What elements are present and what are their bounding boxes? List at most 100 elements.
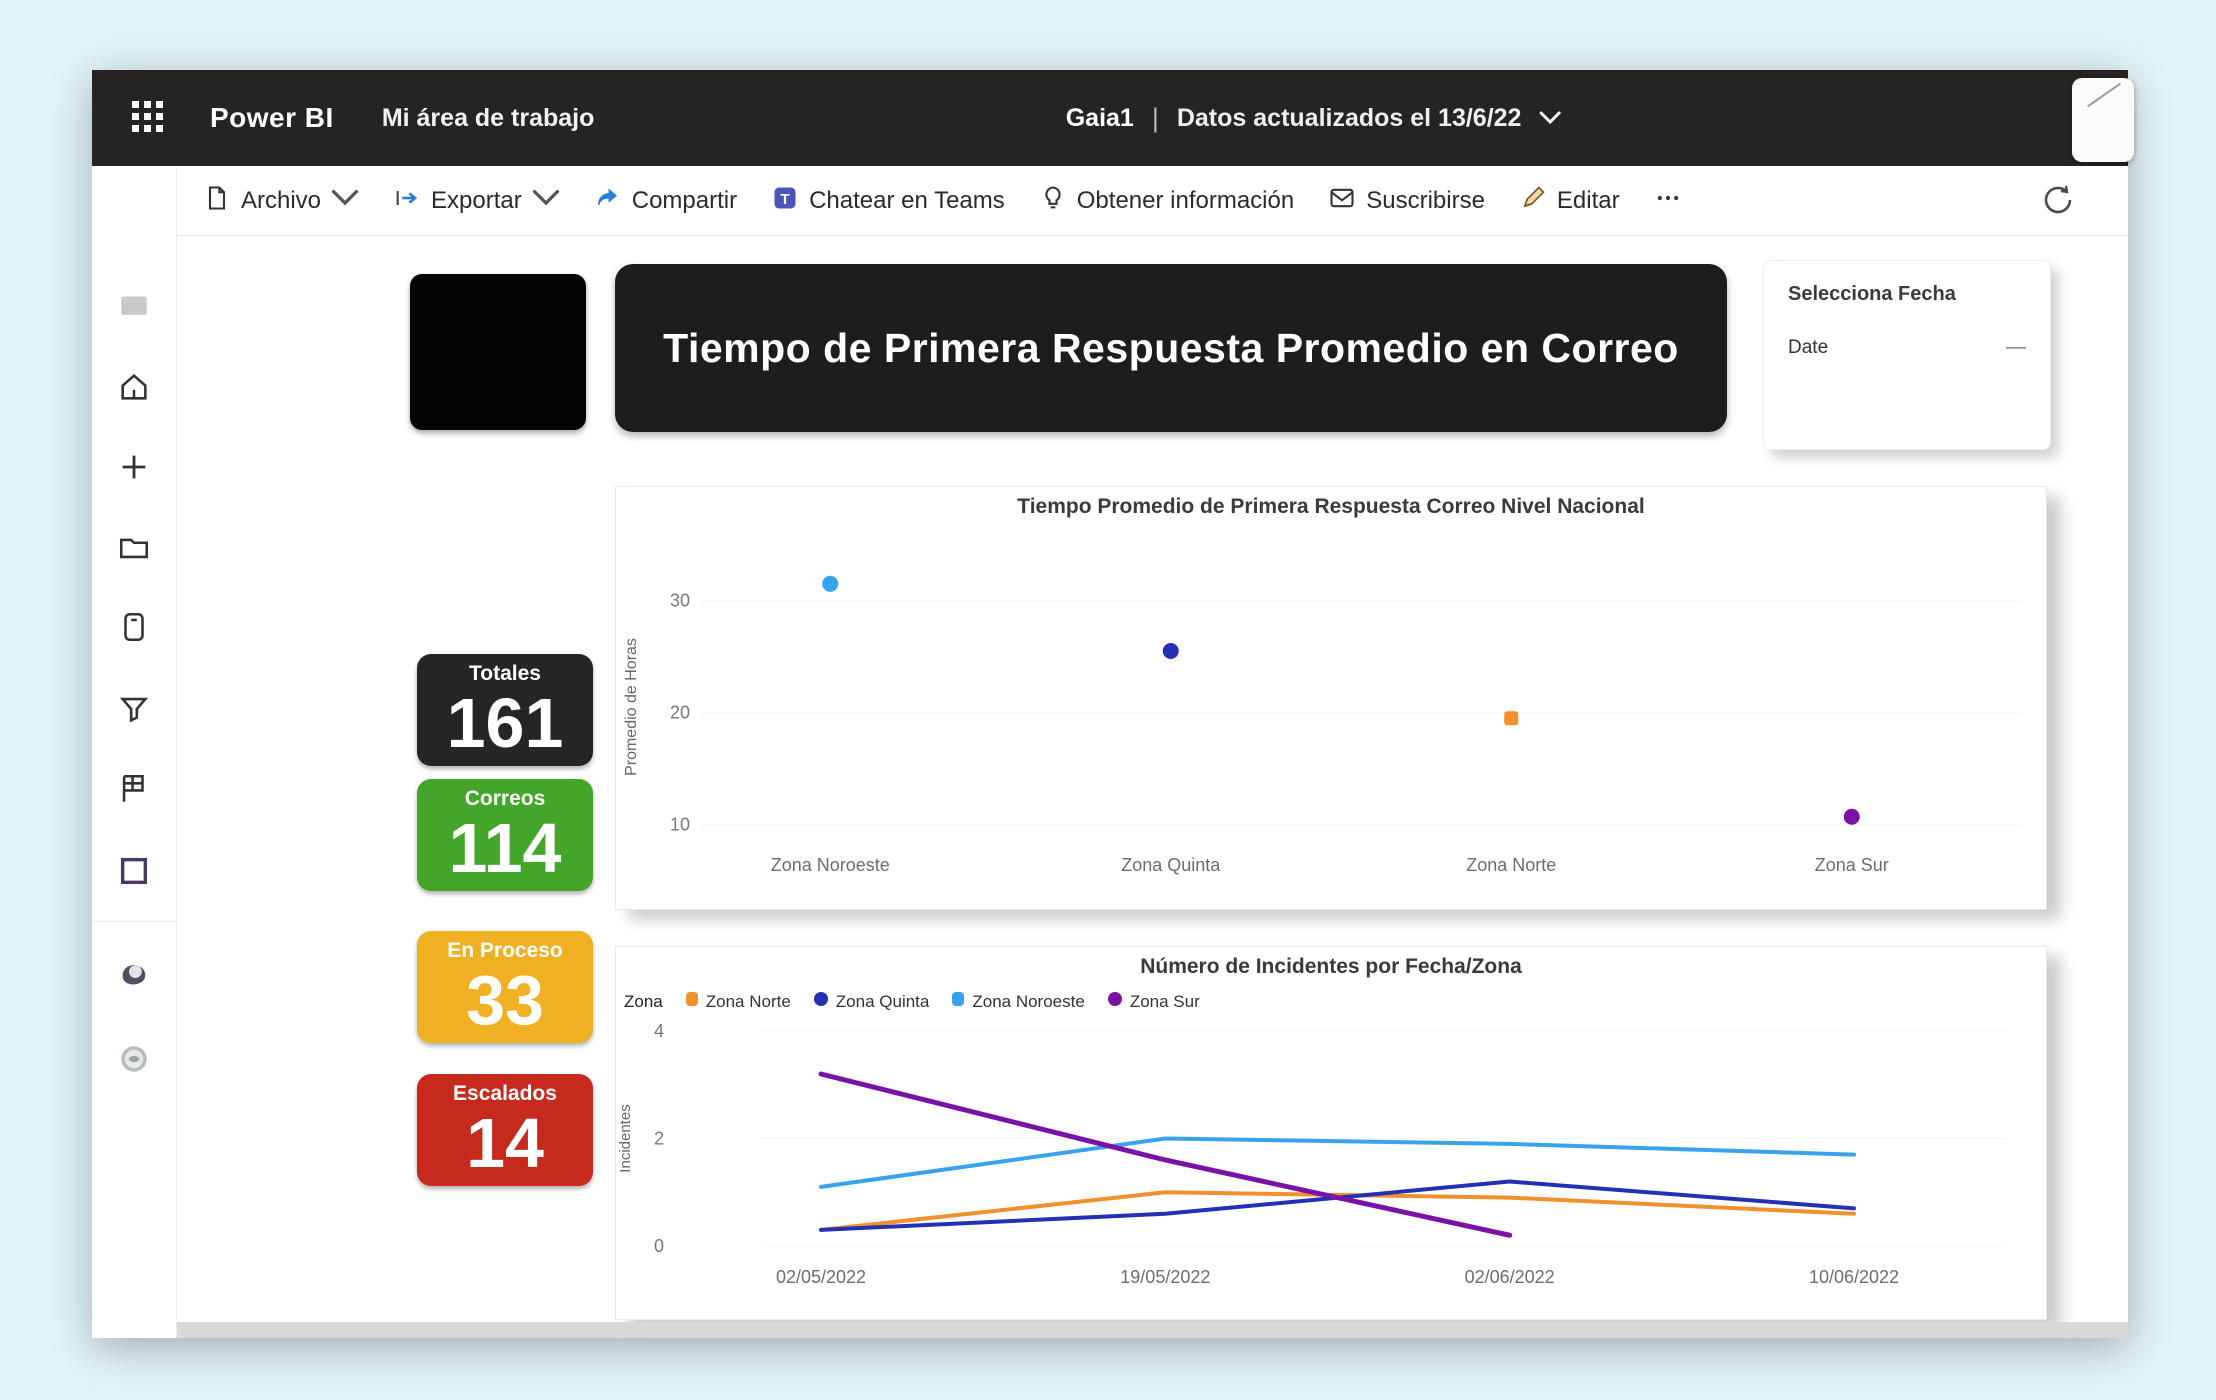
page-title: Tiempo de Primera Respuesta Promedio en …: [663, 324, 1679, 371]
file-icon: [203, 184, 231, 217]
legend-label: Zona Quinta: [835, 991, 930, 1011]
svg-text:Promedio de Horas: Promedio de Horas: [623, 638, 640, 776]
legend-title: Zona: [624, 991, 663, 1011]
svg-text:T: T: [780, 191, 790, 208]
left-nav-rail: [92, 166, 177, 1338]
ellipsis-icon: [1654, 184, 1682, 217]
menu-item-label: Chatear en Teams: [809, 186, 1005, 214]
mail-icon: [1328, 184, 1356, 217]
menu-item-exportar[interactable]: Exportar: [393, 184, 560, 217]
menu-item-label: Compartir: [631, 186, 738, 214]
menu-item-label: Exportar: [431, 186, 522, 214]
canvas-edge: [177, 1322, 2128, 1338]
line-series: [818, 1071, 1513, 1238]
chevron-down-icon[interactable]: [1539, 111, 1561, 125]
legend-item[interactable]: Zona Norte: [685, 991, 791, 1012]
line-plot: 4 2 0 Incidentes 02/05/2022 19/05/2022 02/06/2…: [617, 1021, 2006, 1287]
sidebar-item-metrics[interactable]: [117, 772, 151, 806]
legend-item[interactable]: Zona Sur: [1107, 991, 1200, 1012]
sidebar-item-report[interactable]: [117, 610, 151, 644]
line-chart-title: Número de Incidentes por Fecha/Zona: [1140, 955, 1522, 978]
menu-item-editar[interactable]: Editar: [1519, 184, 1620, 217]
chevron-down-icon: [331, 184, 359, 217]
sidebar-item-data-hub[interactable]: [117, 692, 151, 726]
kpi-label: Escalados: [453, 1081, 557, 1105]
line-series: [819, 1136, 1856, 1189]
slicer-title: Selecciona Fecha: [1788, 283, 1956, 305]
report-title: Gaia1: [1065, 103, 1134, 132]
rail-divider: [92, 921, 176, 922]
sidebar-item-browse[interactable]: [117, 530, 151, 564]
line-chart-panel[interactable]: Número de Incidentes por Fecha/Zona Zona…: [615, 946, 2047, 1320]
kpi-value: 114: [448, 808, 562, 887]
logo: [410, 274, 586, 430]
menu-item-obtener-informacion[interactable]: Obtener información: [1039, 184, 1294, 217]
kpi-card-totales[interactable]: Totales 161: [417, 654, 593, 766]
power-bi-window: Power BI Mi área de trabajo Gaia1 | Dato…: [92, 70, 2134, 1338]
svg-text:0: 0: [654, 1236, 664, 1256]
scatter-chart-panel[interactable]: Tiempo Promedio de Primera Respuesta Cor…: [615, 486, 2047, 910]
menu-item-suscribirse[interactable]: Suscribirse: [1328, 184, 1485, 217]
sidebar-item-nav-pane-toggle[interactable]: [117, 288, 151, 322]
sidebar-item-create[interactable]: [117, 450, 151, 484]
app-launcher-icon[interactable]: [132, 101, 166, 135]
legend-label: Zona Norte: [705, 991, 791, 1011]
scatter-plot: 30 20 10 Promedio de Horas Zona Noroeste Zona…: [623, 575, 2022, 875]
legend-item[interactable]: Zona Noroeste: [951, 991, 1085, 1012]
kpi-card-en-proceso[interactable]: En Proceso 33: [417, 931, 593, 1043]
svg-text:10/06/2022: 10/06/2022: [1809, 1267, 1899, 1287]
svg-text:Zona Sur: Zona Sur: [1815, 855, 1889, 875]
legend-item[interactable]: Zona Quinta: [813, 991, 930, 1012]
sidebar-item-workspace-badge[interactable]: [117, 1042, 151, 1076]
svg-text:19/05/2022: 19/05/2022: [1120, 1267, 1210, 1287]
export-icon: [393, 184, 421, 217]
report-canvas: Tiempo de Primera Respuesta Promedio en …: [177, 236, 2128, 1338]
breadcrumb-workspace[interactable]: Mi área de trabajo: [381, 103, 595, 132]
menu-item-label: Editar: [1556, 186, 1620, 214]
share-icon: [594, 184, 622, 217]
refresh-icon[interactable]: [2040, 182, 2076, 218]
teams-icon: T: [771, 184, 799, 217]
legend-label: Zona Noroeste: [972, 991, 1085, 1011]
svg-text:10: 10: [670, 815, 690, 835]
svg-text:2: 2: [654, 1129, 664, 1149]
svg-text:20: 20: [670, 703, 690, 723]
report-toolbar: Archivo Exportar Compartir T Chatear en Team…: [177, 166, 2128, 236]
sidebar-item-workspaces[interactable]: [117, 854, 151, 888]
legend-marker-icon: [951, 991, 965, 1012]
svg-text:30: 30: [670, 591, 690, 611]
menu-item-label: Archivo: [241, 186, 322, 214]
product-name: Power BI: [210, 102, 334, 133]
menu-item-label: Obtener información: [1076, 186, 1295, 214]
svg-text:4: 4: [654, 1021, 664, 1041]
report-status[interactable]: Gaia1 | Datos actualizados el 13/6/22: [1066, 103, 1562, 134]
svg-text:Zona Noroeste: Zona Noroeste: [771, 855, 890, 875]
kpi-value: 14: [466, 1103, 544, 1182]
bulb-icon: [1039, 184, 1067, 217]
slicer-expand-icon[interactable]: —: [2006, 336, 2026, 358]
sidebar-item-workspace-avatar[interactable]: [117, 956, 151, 990]
menu-item-chatear-en-teams[interactable]: T Chatear en Teams: [771, 184, 1005, 217]
svg-text:02/05/2022: 02/05/2022: [776, 1267, 866, 1287]
menu-item-compartir[interactable]: Compartir: [594, 184, 737, 217]
kpi-value: 161: [446, 683, 564, 762]
slicer-field[interactable]: Date: [1788, 336, 1829, 358]
date-slicer[interactable]: Selecciona Fecha Date —: [1763, 260, 2051, 450]
scatter-point: [1843, 808, 1860, 825]
report-banner: Tiempo de Primera Respuesta Promedio en …: [615, 264, 1727, 432]
legend-marker-icon: [685, 991, 699, 1012]
top-app-bar: Power BI Mi área de trabajo Gaia1 | Dato…: [92, 70, 2134, 166]
kpi-value: 33: [466, 960, 544, 1039]
pointer-artifact: [2072, 78, 2134, 162]
sidebar-item-home[interactable]: [117, 370, 151, 404]
svg-text:Incidentes: Incidentes: [617, 1104, 634, 1172]
scatter-point: [822, 575, 839, 592]
kpi-card-escalados[interactable]: Escalados 14: [417, 1074, 593, 1186]
data-updated-label: Datos actualizados el 13/6/22: [1176, 103, 1522, 132]
kpi-card-correos[interactable]: Correos 114: [417, 779, 593, 891]
menu-item-more-options[interactable]: [1654, 184, 1682, 217]
menu-item-archivo[interactable]: Archivo: [203, 184, 359, 217]
pencil-icon: [1519, 184, 1547, 217]
scatter-point: [1504, 711, 1519, 726]
